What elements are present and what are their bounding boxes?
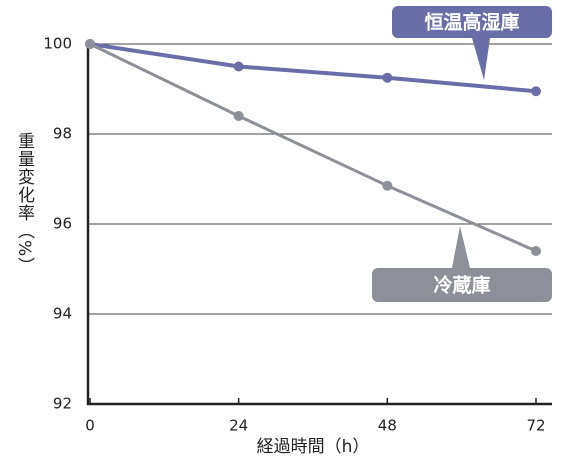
point [233,111,244,121]
x-tick-label: 24 [229,417,248,435]
legend-label: 冷蔵庫 [433,274,490,297]
series-line [89,42,537,94]
point [531,246,541,256]
x-tick-label: 72 [526,417,545,435]
y-axis-label: 重量変化率（%） [14,132,34,276]
x-tick-label: 0 [85,417,95,435]
x-tick-label: 48 [378,417,397,435]
y-tick-label: 98 [53,125,72,143]
x-axis-label: 経過時間（h） [257,437,370,457]
point [531,86,541,97]
legend-box [372,268,552,302]
point [233,61,244,72]
y-tick-label: 94 [53,305,72,323]
point [85,39,95,49]
legend-box [392,6,552,38]
legend-label: 恒温高湿庫 [424,11,519,34]
callout-pointer [452,226,470,268]
series-line [89,42,537,253]
point [382,180,393,191]
point [382,72,393,83]
y-tick-label: 96 [53,215,72,233]
callout-pointer [472,38,490,80]
y-tick-label: 92 [53,395,72,413]
y-tick-label: 100 [43,35,72,53]
